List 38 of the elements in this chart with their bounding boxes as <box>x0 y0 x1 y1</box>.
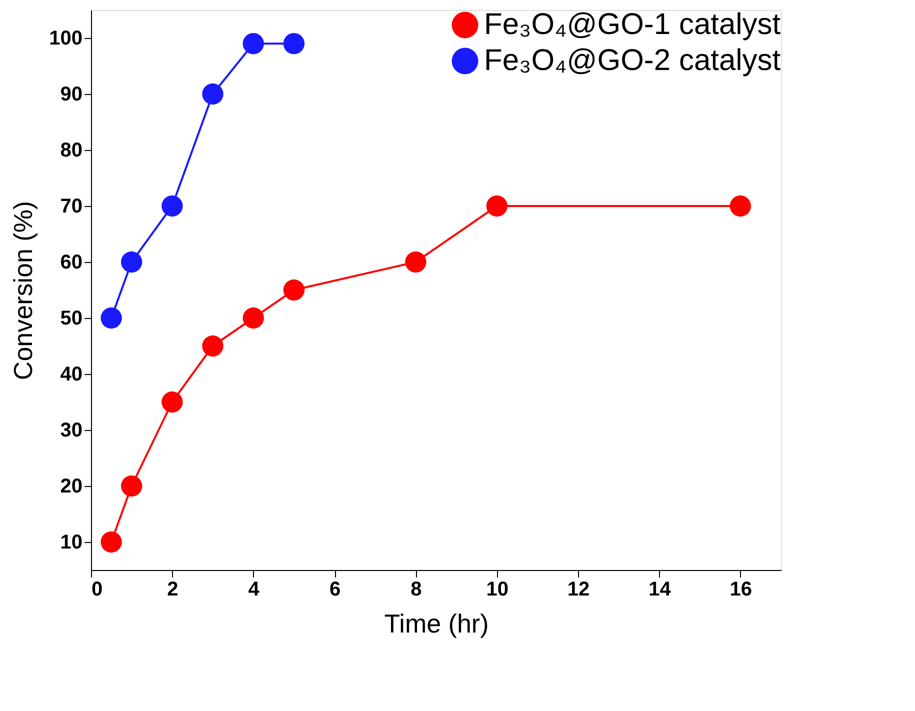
point <box>242 33 264 54</box>
point <box>283 33 305 54</box>
y-tick-label: 30 <box>60 420 82 442</box>
x-tick-label: 4 <box>248 578 260 600</box>
x-tick-label: 8 <box>410 578 422 600</box>
x-axis-title: Time (hr) <box>384 608 489 638</box>
point <box>100 307 122 329</box>
point <box>202 83 224 105</box>
legend-label: Fe₃O₄@GO-2 catalyst <box>484 44 782 77</box>
y-tick-label: 40 <box>60 364 82 386</box>
point <box>162 195 183 217</box>
point <box>730 195 752 217</box>
point <box>486 195 508 217</box>
point <box>120 251 142 273</box>
point <box>405 251 426 273</box>
point <box>120 475 142 497</box>
point <box>283 279 305 301</box>
y-tick-label: 60 <box>60 252 82 274</box>
y-tick-label: 100 <box>49 28 82 50</box>
x-tick-label: 10 <box>486 578 509 600</box>
x-tick-label: 14 <box>648 578 672 600</box>
x-tick-label: 12 <box>567 578 590 600</box>
y-tick-label: 90 <box>60 84 82 106</box>
x-tick-label: 0 <box>92 578 103 600</box>
x-tick-label: 6 <box>329 578 341 600</box>
y-tick-label: 80 <box>60 140 82 162</box>
y-tick-label: 20 <box>60 476 82 498</box>
point <box>100 531 122 553</box>
y-axis-title: Conversion (%) <box>8 200 38 380</box>
y-tick-label: 10 <box>60 532 82 554</box>
point <box>202 335 224 357</box>
x-tick-label: 16 <box>730 578 752 600</box>
legend-label: Fe₃O₄@GO-1 catalyst <box>484 8 782 41</box>
x-tick-label: 2 <box>167 578 178 600</box>
y-tick-label: 50 <box>60 308 82 330</box>
point <box>162 391 183 413</box>
y-tick-label: 70 <box>60 196 82 218</box>
point <box>242 307 264 329</box>
